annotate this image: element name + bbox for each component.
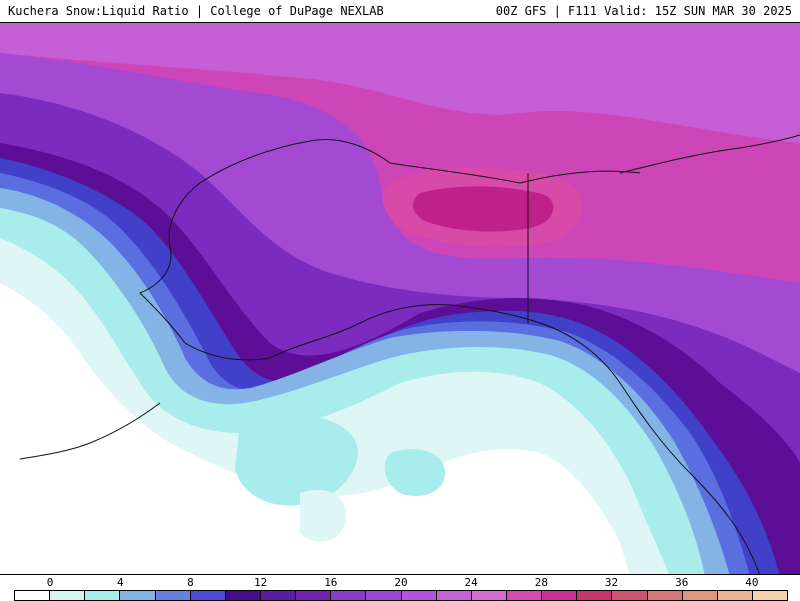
legend-tick-label: 0 [46, 576, 54, 589]
legend-swatch [15, 591, 51, 600]
snow-ratio-map[interactable] [0, 23, 800, 575]
alaska-south-coast [184, 304, 760, 574]
legend-swatch [190, 591, 226, 600]
legend-tick-label: 24 [464, 576, 478, 589]
alaska-north-coast [199, 139, 641, 184]
legend-swatch [225, 591, 261, 600]
legend-swatch [85, 591, 121, 600]
legend-tick-label: 4 [116, 576, 124, 589]
coastlines [19, 134, 800, 574]
legend-colorbar [14, 590, 788, 601]
aleutian-islands [19, 402, 161, 460]
legend-swatch [331, 591, 367, 600]
legend-tick-label: 32 [604, 576, 619, 589]
legend-swatch [50, 591, 86, 600]
legend-swatch [471, 591, 507, 600]
legend-swatch [506, 591, 543, 600]
legend-tick-label: 36 [675, 576, 689, 589]
legend-swatch [612, 591, 648, 600]
hot-magenta-core [413, 186, 554, 232]
legend-tick-label: 8 [187, 576, 194, 589]
legend-tick-label: 16 [324, 576, 338, 589]
legend-swatch [682, 591, 718, 600]
product-title: Kuchera Snow:Liquid Ratio | College of D… [8, 4, 384, 18]
color-legend: 0 4 8 12 16 20 24 28 32 36 40 [0, 575, 800, 601]
legend-swatch [577, 591, 613, 600]
map-header: Kuchera Snow:Liquid Ratio | College of D… [0, 0, 800, 22]
legend-swatch [717, 591, 753, 600]
legend-swatch [366, 591, 402, 600]
legend-swatch [752, 591, 788, 600]
run-valid-time: 00Z GFS | F111 Valid: 15Z SUN MAR 30 202… [495, 4, 792, 18]
legend-swatch [401, 591, 437, 600]
legend-swatch [296, 591, 332, 600]
legend-tick-label: 20 [394, 576, 408, 589]
white-ocean [0, 283, 630, 574]
legend-swatch [436, 591, 472, 600]
legend-tick-label: 40 [745, 576, 759, 589]
alaska-west-coast [139, 182, 201, 344]
legend-tick-labels: 0 4 8 12 16 20 24 28 32 36 40 [0, 575, 800, 589]
legend-swatch [120, 591, 156, 600]
pale-cyan-patch [300, 489, 346, 542]
legend-tick-label: 12 [254, 576, 268, 589]
legend-swatch [542, 591, 578, 600]
cyan-patch [235, 414, 358, 506]
legend-swatch [155, 591, 191, 600]
legend-tick-label: 28 [534, 576, 548, 589]
legend-swatch [260, 591, 297, 600]
cyan-patch [384, 449, 445, 497]
map-panel[interactable] [0, 22, 800, 575]
arctic-islands [619, 134, 800, 174]
legend-swatch [647, 591, 683, 600]
orchid-band [0, 23, 800, 143]
